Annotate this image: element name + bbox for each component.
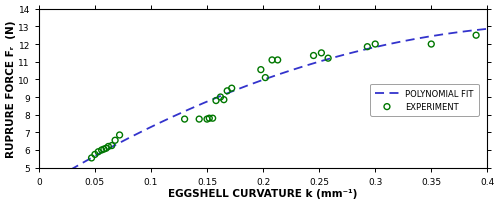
POLYNOMIAL FIT [374, 46, 380, 49]
EXPERIMENT [310, 55, 318, 58]
EXPERIMENT [364, 46, 372, 49]
POLYNOMIAL FIT [118, 141, 124, 143]
POLYNOMIAL FIT [490, 28, 496, 30]
EXPERIMENT [324, 57, 332, 61]
EXPERIMENT [108, 144, 116, 147]
EXPERIMENT [274, 59, 281, 62]
EXPERIMENT [216, 96, 224, 99]
EXPERIMENT [223, 90, 231, 93]
POLYNOMIAL FIT [333, 56, 339, 59]
EXPERIMENT [371, 43, 379, 47]
EXPERIMENT [228, 87, 235, 90]
Legend: POLYNOMIAL FIT, EXPERIMENT: POLYNOMIAL FIT, EXPERIMENT [370, 84, 478, 116]
EXPERIMENT [257, 69, 265, 72]
EXPERIMENT [262, 76, 270, 80]
Y-axis label: RUPRURE FORCE Fᵣ  (N): RUPRURE FORCE Fᵣ (N) [6, 20, 16, 157]
EXPERIMENT [203, 118, 211, 121]
POLYNOMIAL FIT [372, 47, 378, 49]
EXPERIMENT [94, 150, 102, 154]
EXPERIMENT [104, 145, 112, 148]
EXPERIMENT [268, 59, 276, 62]
EXPERIMENT [195, 118, 203, 121]
EXPERIMENT [212, 99, 220, 103]
EXPERIMENT [100, 148, 108, 151]
EXPERIMENT [91, 153, 99, 156]
POLYNOMIAL FIT [205, 100, 211, 103]
EXPERIMENT [428, 43, 436, 47]
EXPERIMENT [180, 118, 188, 121]
EXPERIMENT [116, 134, 124, 137]
EXPERIMENT [208, 117, 216, 120]
EXPERIMENT [88, 156, 96, 160]
POLYNOMIAL FIT [234, 89, 240, 91]
EXPERIMENT [206, 117, 214, 120]
EXPERIMENT [472, 34, 480, 38]
EXPERIMENT [102, 147, 110, 150]
Line: POLYNOMIAL FIT: POLYNOMIAL FIT [70, 29, 493, 170]
EXPERIMENT [111, 139, 119, 142]
EXPERIMENT [318, 52, 326, 55]
EXPERIMENT [98, 149, 106, 152]
POLYNOMIAL FIT [68, 169, 73, 171]
EXPERIMENT [220, 99, 228, 102]
X-axis label: EGGSHELL CURVATURE k (mm⁻¹): EGGSHELL CURVATURE k (mm⁻¹) [168, 188, 358, 198]
